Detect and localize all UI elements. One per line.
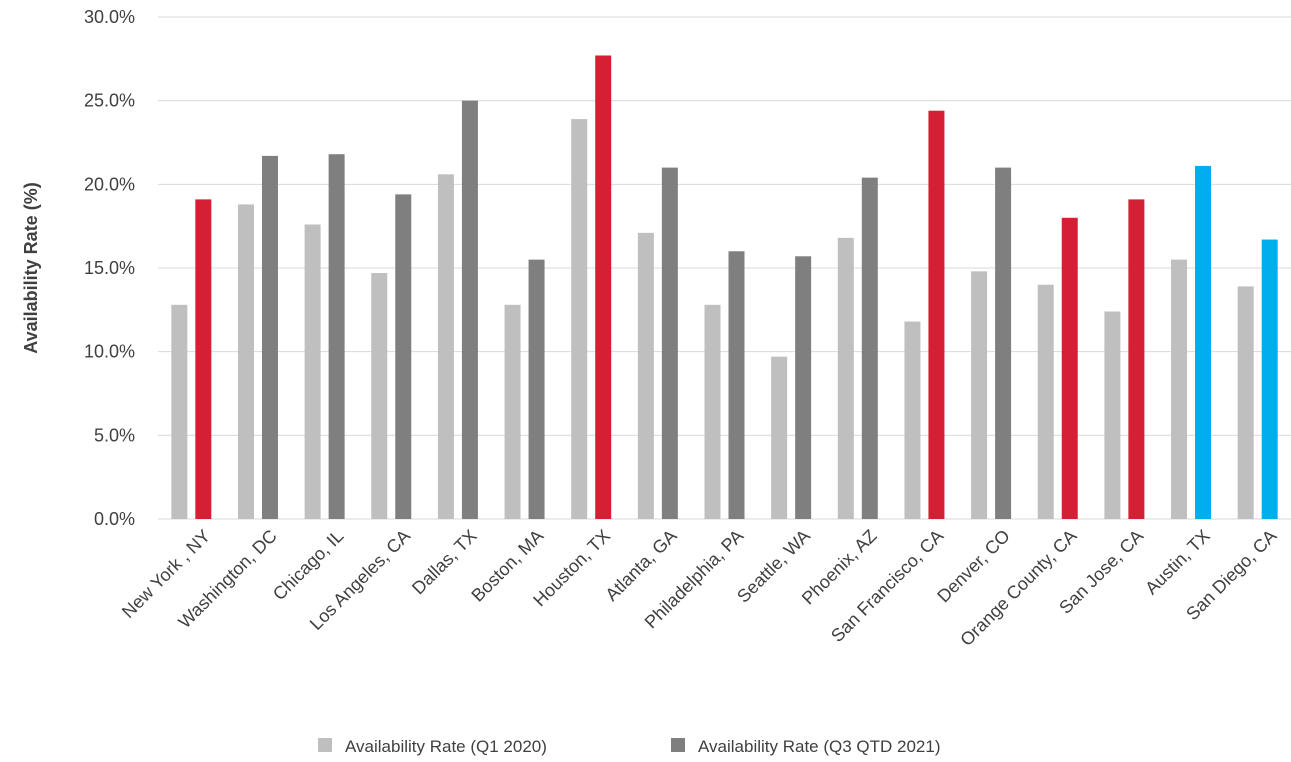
bar-q1-2020 <box>571 119 588 519</box>
bars <box>171 55 1278 520</box>
bar-q1-2020 <box>704 304 721 519</box>
bar-q3-qtd-2021 <box>195 199 212 520</box>
legend-label: Availability Rate (Q3 QTD 2021) <box>698 737 941 756</box>
bar-q3-qtd-2021 <box>595 55 612 520</box>
y-tick-label: 15.0% <box>84 258 135 278</box>
x-tick-label: San Francisco, CA <box>827 526 947 646</box>
bar-q3-qtd-2021 <box>795 256 812 519</box>
bar-q1-2020 <box>437 174 454 519</box>
bar-q1-2020 <box>1037 284 1054 519</box>
y-tick-label: 5.0% <box>94 425 135 445</box>
bar-q3-qtd-2021 <box>328 154 345 520</box>
bar-q3-qtd-2021 <box>661 167 678 519</box>
y-tick-labels: 0.0% 5.0% 10.0% 15.0% 20.0% 25.0% 30.0% <box>84 7 135 529</box>
bar-q3-qtd-2021 <box>995 167 1012 519</box>
bar-q3-qtd-2021 <box>1061 217 1078 520</box>
y-tick-label: 25.0% <box>84 91 135 111</box>
grid-lines <box>158 16 1291 520</box>
legend-label: Availability Rate (Q1 2020) <box>345 737 547 756</box>
bar-q1-2020 <box>237 204 254 519</box>
bar-q1-2020 <box>504 304 521 519</box>
bar-q3-qtd-2021 <box>1261 239 1278 519</box>
bar-q1-2020 <box>971 271 988 519</box>
bar-q1-2020 <box>1104 311 1121 519</box>
bar-q3-qtd-2021 <box>261 155 278 520</box>
bar-q1-2020 <box>771 356 788 519</box>
bar-q3-qtd-2021 <box>928 110 945 519</box>
y-tick-label: 30.0% <box>84 7 135 27</box>
x-tick-label: Dallas, TX <box>408 526 481 599</box>
bar-q1-2020 <box>171 304 188 519</box>
legend-swatch <box>318 738 332 752</box>
bar-q1-2020 <box>304 224 321 519</box>
y-tick-label: 0.0% <box>94 509 135 529</box>
legend-swatch <box>671 738 685 752</box>
bar-q3-qtd-2021 <box>861 177 878 519</box>
x-tick-label: Austin, TX <box>1141 526 1214 599</box>
legend: Availability Rate (Q1 2020) Availability … <box>318 737 941 756</box>
bar-q1-2020 <box>837 237 854 519</box>
x-tick-label: Orange County, CA <box>956 526 1080 650</box>
bar-q1-2020 <box>904 321 921 519</box>
bar-q3-qtd-2021 <box>1128 199 1145 520</box>
y-tick-label: 10.0% <box>84 342 135 362</box>
bar-q1-2020 <box>1237 286 1254 519</box>
bar-q3-qtd-2021 <box>728 251 745 519</box>
bar-q3-qtd-2021 <box>461 100 478 520</box>
bar-q1-2020 <box>637 232 654 520</box>
bar-q3-qtd-2021 <box>1195 165 1212 519</box>
bar-q3-qtd-2021 <box>528 259 545 519</box>
bar-q3-qtd-2021 <box>395 194 412 519</box>
y-axis-title: Availability Rate (%) <box>21 182 41 353</box>
y-tick-label: 20.0% <box>84 174 135 194</box>
bar-q1-2020 <box>1171 259 1188 519</box>
bar-q1-2020 <box>371 273 388 519</box>
